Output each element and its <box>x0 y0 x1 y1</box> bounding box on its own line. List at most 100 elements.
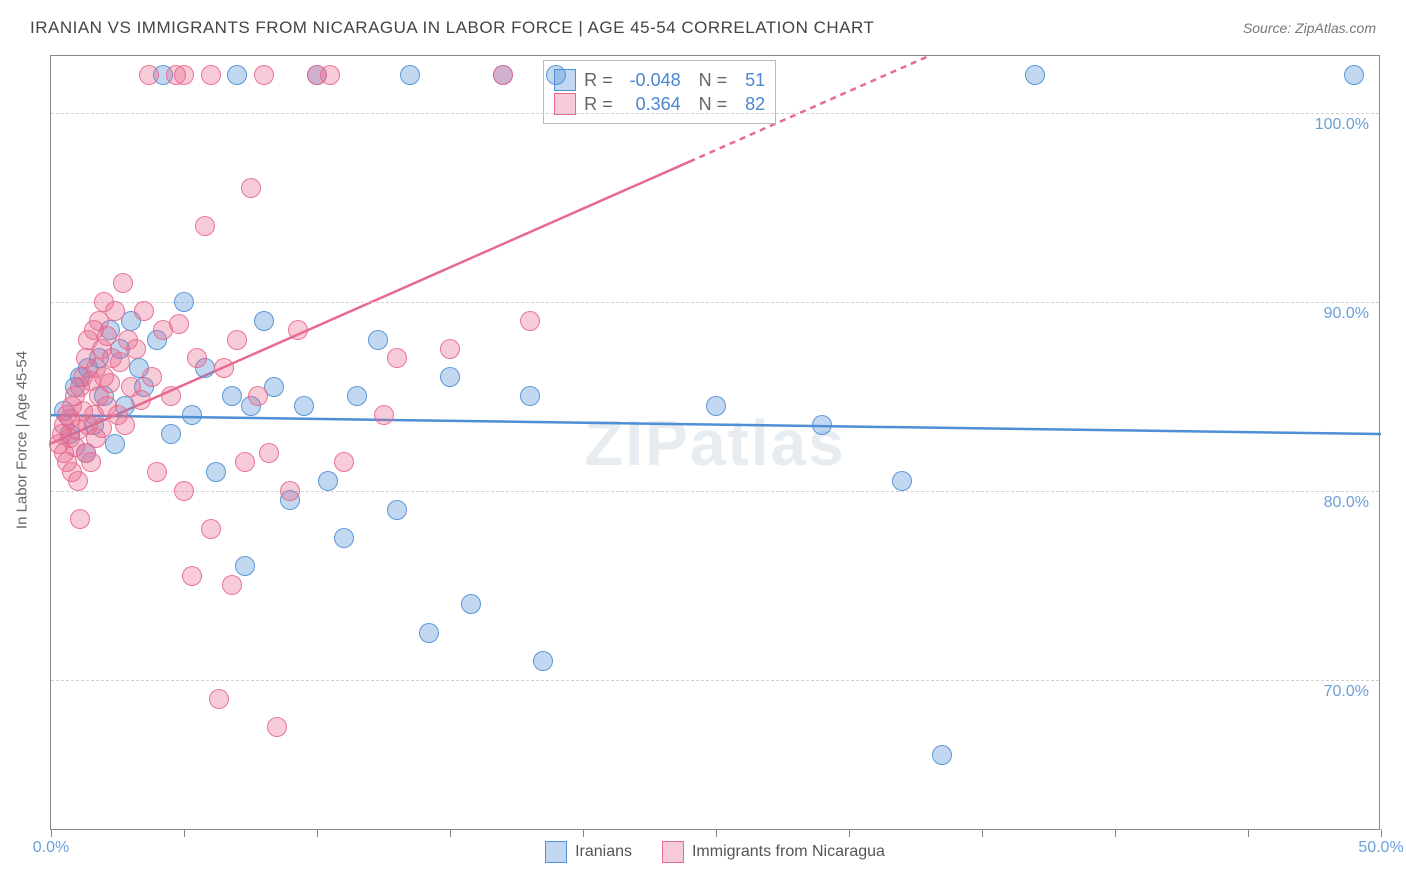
x-tick <box>716 829 717 837</box>
chart-svg-layer <box>51 56 1381 831</box>
data-point <box>892 471 912 491</box>
stat-value-n: 82 <box>735 94 765 115</box>
stat-label-n: N = <box>699 70 728 91</box>
data-point <box>419 623 439 643</box>
data-point <box>533 651 553 671</box>
x-tick <box>982 829 983 837</box>
data-point <box>105 301 125 321</box>
data-point <box>139 65 159 85</box>
gridline <box>51 491 1379 492</box>
data-point <box>174 292 194 312</box>
data-point <box>374 405 394 425</box>
stat-row: R =0.364N =82 <box>554 93 765 115</box>
data-point <box>520 386 540 406</box>
data-point <box>440 367 460 387</box>
data-point <box>259 443 279 463</box>
data-point <box>131 390 151 410</box>
data-point <box>267 717 287 737</box>
data-point <box>182 405 202 425</box>
data-point <box>201 519 221 539</box>
data-point <box>461 594 481 614</box>
x-tick <box>849 829 850 837</box>
x-tick <box>1248 829 1249 837</box>
data-point <box>100 373 120 393</box>
stat-label-r: R = <box>584 94 613 115</box>
data-point <box>932 745 952 765</box>
data-point <box>1025 65 1045 85</box>
data-point <box>387 348 407 368</box>
data-point <box>161 386 181 406</box>
data-point <box>70 509 90 529</box>
data-point <box>187 348 207 368</box>
data-point <box>142 367 162 387</box>
data-point <box>254 65 274 85</box>
data-point <box>288 320 308 340</box>
data-point <box>280 481 300 501</box>
data-point <box>706 396 726 416</box>
legend-swatch <box>662 841 684 863</box>
data-point <box>334 528 354 548</box>
legend-swatch <box>545 841 567 863</box>
y-axis-label: In Labor Force | Age 45-54 <box>14 351 31 529</box>
y-tick-label: 100.0% <box>1315 116 1369 134</box>
data-point <box>134 301 154 321</box>
data-point <box>254 311 274 331</box>
data-point <box>174 481 194 501</box>
x-tick <box>1115 829 1116 837</box>
y-tick-label: 90.0% <box>1324 305 1369 323</box>
data-point <box>320 65 340 85</box>
stat-row: R = -0.048 N = 51 <box>554 69 765 91</box>
data-point <box>201 65 221 85</box>
stat-value-r: 0.364 <box>621 94 681 115</box>
stat-box: R =-0.048N =51R =0.364N =82 <box>543 60 776 124</box>
data-point <box>294 396 314 416</box>
data-point <box>169 314 189 334</box>
x-tick <box>317 829 318 837</box>
stat-label-r: R = <box>584 70 613 91</box>
legend-label: Immigrants from Nicaragua <box>692 843 885 861</box>
data-point <box>81 452 101 472</box>
data-point <box>347 386 367 406</box>
data-point <box>248 386 268 406</box>
data-point <box>161 424 181 444</box>
data-point <box>115 415 135 435</box>
legend: Iranians Immigrants from Nicaragua <box>51 841 1379 863</box>
data-point <box>174 65 194 85</box>
data-point <box>222 575 242 595</box>
x-tick <box>1381 829 1382 837</box>
data-point <box>318 471 338 491</box>
data-point <box>92 418 112 438</box>
data-point <box>1344 65 1364 85</box>
data-point <box>387 500 407 520</box>
y-tick-label: 70.0% <box>1324 683 1369 701</box>
data-point <box>182 566 202 586</box>
data-point <box>97 326 117 346</box>
plot-area: ZIPatlas R =-0.048N =51R =0.364N =82 Ira… <box>50 55 1380 830</box>
stat-swatch <box>554 93 576 115</box>
data-point <box>235 556 255 576</box>
y-tick-label: 80.0% <box>1324 494 1369 512</box>
data-point <box>195 216 215 236</box>
trend-line <box>51 415 1381 434</box>
data-point <box>235 452 255 472</box>
x-tick <box>51 829 52 837</box>
data-point <box>209 689 229 709</box>
data-point <box>227 65 247 85</box>
legend-item: Iranians <box>545 841 632 863</box>
data-point <box>126 339 146 359</box>
stat-value-n: 51 <box>735 70 765 91</box>
legend-item: Immigrants from Nicaragua <box>662 841 885 863</box>
x-tick-label: 0.0% <box>33 839 69 857</box>
legend-label: Iranians <box>575 843 632 861</box>
chart-source: Source: ZipAtlas.com <box>1243 20 1376 36</box>
gridline <box>51 302 1379 303</box>
data-point <box>68 471 88 491</box>
data-point <box>334 452 354 472</box>
x-tick-label: 50.0% <box>1358 839 1403 857</box>
data-point <box>206 462 226 482</box>
data-point <box>222 386 242 406</box>
data-point <box>227 330 247 350</box>
stat-value-r: -0.048 <box>621 70 681 91</box>
data-point <box>368 330 388 350</box>
chart-title: IRANIAN VS IMMIGRANTS FROM NICARAGUA IN … <box>30 18 874 38</box>
